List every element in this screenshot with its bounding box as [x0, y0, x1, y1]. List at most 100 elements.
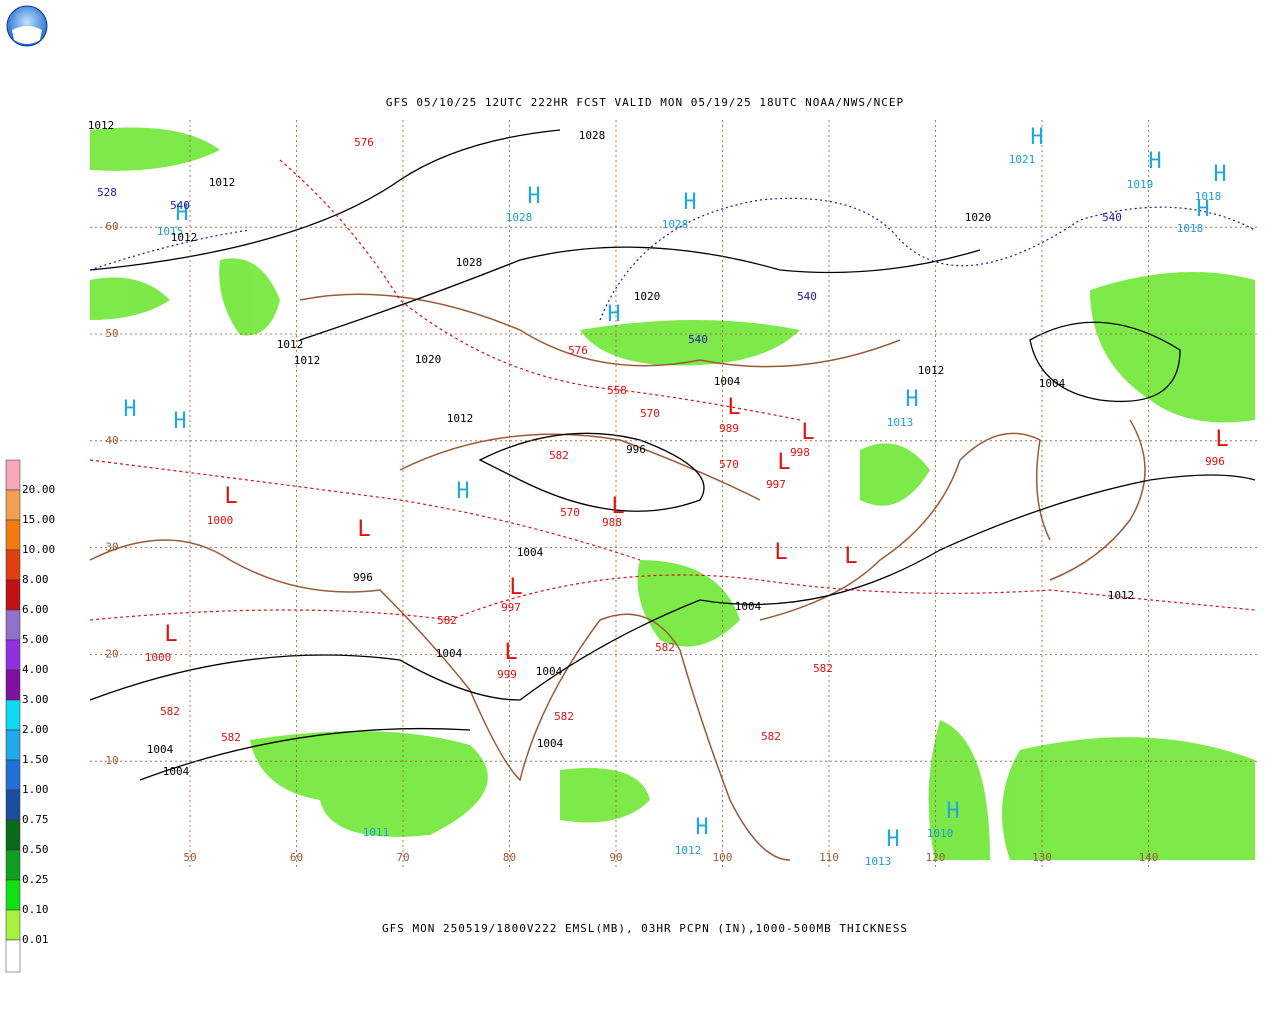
- pressure-center: H: [607, 302, 620, 327]
- contour-label: 1004: [714, 375, 741, 388]
- contour-label: 570: [640, 407, 660, 420]
- contour-label: 528: [97, 186, 117, 199]
- contour-label: 1004: [436, 647, 463, 660]
- legend-label: 0.75: [22, 813, 49, 826]
- contour-label: 1012: [447, 412, 474, 425]
- lon-label: 110: [819, 851, 839, 864]
- contour-label: 1012: [1108, 589, 1135, 602]
- contour-label: 576: [354, 136, 374, 149]
- contour-label: 988: [602, 516, 622, 529]
- legend-swatch: [5, 609, 21, 641]
- contour-label: 582: [221, 731, 241, 744]
- contour-label: 582: [437, 614, 457, 627]
- legend-swatch: [5, 759, 21, 791]
- contour-label: 989: [719, 422, 739, 435]
- pressure-center: L: [777, 450, 790, 475]
- precip-area: [250, 731, 488, 837]
- legend-label: 0.01: [22, 933, 49, 946]
- isobar: [139, 727, 471, 781]
- contour-label: 1004: [536, 665, 563, 678]
- map-title: GFS 05/10/25 12UTC 222HR FCST VALID MON …: [386, 96, 904, 109]
- precip-area: [928, 720, 990, 860]
- coastline: [89, 539, 791, 861]
- legend-label: 1.00: [22, 783, 49, 796]
- thickness-line: [599, 197, 1256, 321]
- lat-label: 30: [105, 541, 118, 554]
- precip-area: [560, 768, 650, 823]
- pressure-center: H: [1030, 125, 1043, 150]
- pressure-center: L: [844, 544, 857, 569]
- pressure-center: L: [357, 517, 370, 542]
- pressure-center: H: [886, 827, 899, 852]
- contour-label: 1028: [456, 256, 483, 269]
- precip-area: [219, 258, 280, 336]
- coastline: [1049, 419, 1146, 581]
- contour-label: 1028: [662, 218, 689, 231]
- legend-swatch: [5, 489, 21, 521]
- legend-label: 0.25: [22, 873, 49, 886]
- contour-label: 570: [560, 506, 580, 519]
- contour-label: 998: [790, 446, 810, 459]
- pressure-center: L: [224, 484, 237, 509]
- legend-swatch: [5, 819, 21, 851]
- contour-label: 1012: [209, 176, 236, 189]
- isobar: [89, 474, 1256, 701]
- contour-label: 1004: [517, 546, 544, 559]
- contour-label: 582: [761, 730, 781, 743]
- precip-area: [580, 320, 800, 366]
- contour-label: 1000: [145, 651, 172, 664]
- contour-label: 582: [549, 449, 569, 462]
- pressure-center: H: [695, 815, 708, 840]
- isobar: [478, 432, 705, 512]
- legend-swatch: [5, 909, 21, 941]
- legend-swatch: [5, 579, 21, 611]
- pressure-center: H: [175, 201, 188, 226]
- contour-label: 576: [568, 344, 588, 357]
- contour-label: 1012: [277, 338, 304, 351]
- lat-label: 10: [105, 754, 118, 767]
- legend-label: 1.50: [22, 753, 49, 766]
- pressure-center: H: [123, 397, 136, 422]
- isobar: [1029, 321, 1181, 403]
- legend-label: 8.00: [22, 573, 49, 586]
- contour-label: 1028: [506, 211, 533, 224]
- isobar: [299, 246, 981, 341]
- contour-label: 996: [1205, 455, 1225, 468]
- lon-label: 90: [609, 851, 622, 864]
- contour-label: 1028: [579, 129, 606, 142]
- pressure-center: H: [1196, 197, 1209, 222]
- lon-label: 100: [713, 851, 733, 864]
- legend-label: 3.00: [22, 693, 49, 706]
- thickness-lines: [89, 159, 1256, 621]
- pressure-center: L: [1215, 427, 1228, 452]
- lat-label: 60: [105, 220, 118, 233]
- contour-label: 1004: [537, 737, 564, 750]
- precip-area: [1090, 272, 1255, 423]
- legend-label: 20.00: [22, 483, 55, 496]
- pressure-center: H: [683, 190, 696, 215]
- thickness-line: [89, 459, 641, 561]
- pressure-center: H: [946, 799, 959, 824]
- legend-swatch: [5, 849, 21, 881]
- contour-label: 1020: [965, 211, 992, 224]
- legend-swatch: [5, 939, 21, 973]
- coastlines: [89, 293, 1146, 861]
- pressure-center: L: [727, 395, 740, 420]
- contour-label: 582: [160, 705, 180, 718]
- contour-label: 540: [170, 199, 190, 212]
- legend-swatch: [5, 729, 21, 761]
- thickness-line: [89, 574, 1256, 621]
- contour-label: 1018: [1177, 222, 1204, 235]
- legend-label: 5.00: [22, 633, 49, 646]
- isobars: [89, 129, 1256, 781]
- pressure-center: H: [905, 387, 918, 412]
- legend-label: 10.00: [22, 543, 55, 556]
- contour-label: 540: [797, 290, 817, 303]
- contour-label: 540: [688, 333, 708, 346]
- contour-label: 1012: [294, 354, 321, 367]
- contour-label: 999: [497, 668, 517, 681]
- noaa-logo-bird: [12, 26, 42, 44]
